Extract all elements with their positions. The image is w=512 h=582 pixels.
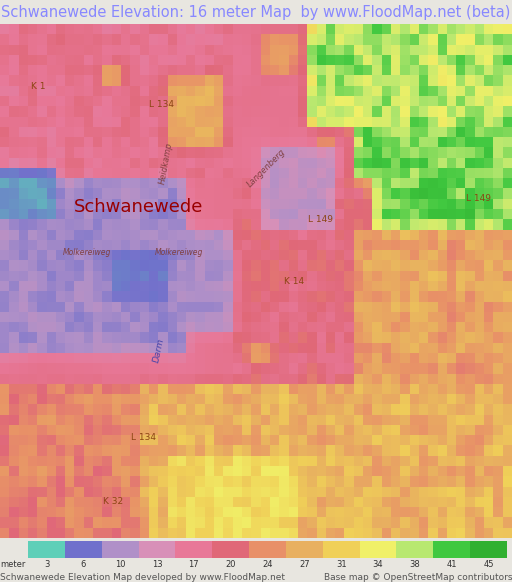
Bar (470, 541, 507, 558)
Text: Schwanewede Elevation Map developed by www.FloodMap.net: Schwanewede Elevation Map developed by w… (0, 573, 285, 582)
Text: L 149: L 149 (308, 215, 332, 224)
Text: meter: meter (0, 560, 26, 569)
Bar (176, 541, 212, 558)
Text: Darm: Darm (152, 338, 166, 364)
Text: K 1: K 1 (31, 81, 46, 91)
Text: Molkereiweg: Molkereiweg (63, 249, 111, 257)
Text: 17: 17 (188, 560, 199, 569)
Text: 13: 13 (152, 560, 162, 569)
Text: Heidkamp: Heidkamp (158, 141, 175, 185)
Bar (139, 541, 176, 558)
Bar (323, 541, 359, 558)
Text: K 14: K 14 (284, 276, 305, 286)
Text: 45: 45 (483, 560, 494, 569)
Text: 3: 3 (44, 560, 49, 569)
Text: L 134: L 134 (149, 100, 174, 108)
Text: Molkereiweg: Molkereiweg (155, 249, 203, 257)
Bar (249, 541, 286, 558)
Text: 31: 31 (336, 560, 347, 569)
Text: 27: 27 (299, 560, 310, 569)
Text: L 149: L 149 (466, 194, 491, 204)
Text: Base map © OpenStreetMap contributors: Base map © OpenStreetMap contributors (324, 573, 512, 582)
Bar (65, 541, 102, 558)
Bar (102, 541, 139, 558)
Text: 24: 24 (262, 560, 273, 569)
Text: Langenberg: Langenberg (245, 147, 287, 189)
Bar (28, 541, 65, 558)
Text: 41: 41 (446, 560, 457, 569)
Bar (212, 541, 249, 558)
Text: 6: 6 (81, 560, 86, 569)
Text: Schwanewede Elevation: 16 meter Map  by www.FloodMap.net (beta): Schwanewede Elevation: 16 meter Map by w… (2, 5, 510, 20)
Text: 20: 20 (225, 560, 236, 569)
Text: 38: 38 (410, 560, 420, 569)
Bar (396, 541, 433, 558)
Bar (359, 541, 396, 558)
Text: 34: 34 (373, 560, 383, 569)
Bar (286, 541, 323, 558)
Text: L 134: L 134 (131, 433, 156, 442)
Text: 10: 10 (115, 560, 125, 569)
Bar (433, 541, 470, 558)
Text: Schwanewede: Schwanewede (74, 198, 203, 216)
Text: K 32: K 32 (102, 498, 123, 506)
